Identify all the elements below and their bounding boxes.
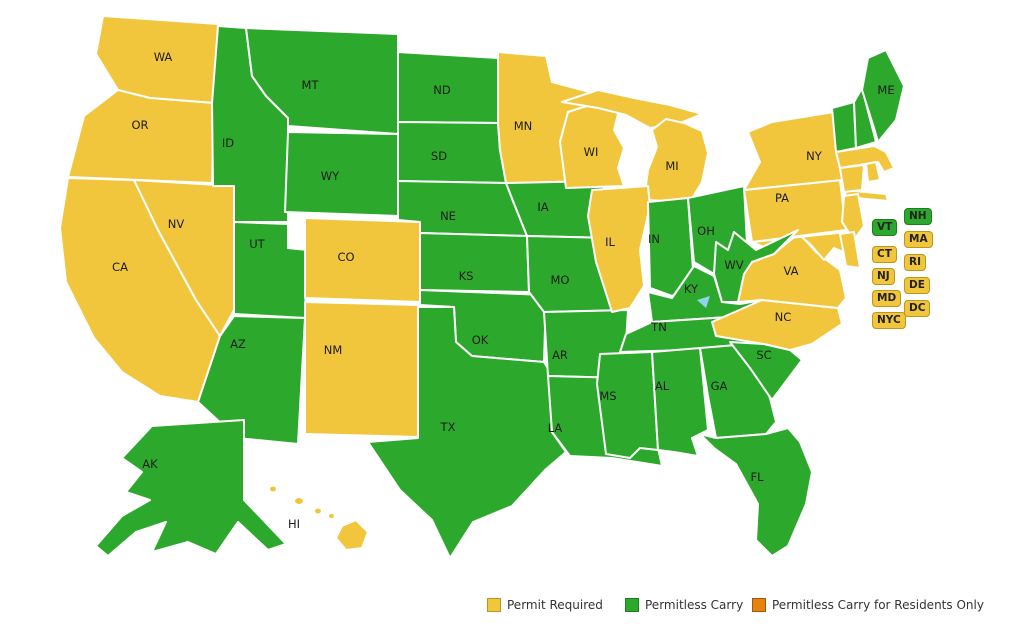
state-label-wy: WY [321,169,340,183]
state-label-nc: NC [775,310,792,324]
state-label-ga: GA [711,379,728,393]
state-label-wv: WV [724,258,743,272]
state-il[interactable] [587,185,651,313]
state-ut[interactable] [233,221,308,319]
state-ak[interactable] [95,419,287,557]
small-state-box-de[interactable]: DE [904,277,930,294]
state-label-az: AZ [230,337,246,351]
state-label-ca: CA [112,260,128,274]
state-sd[interactable] [397,121,507,184]
legend-label-permitless-residents: Permitless Carry for Residents Only [772,598,984,612]
small-state-box-nj[interactable]: NJ [872,268,895,285]
state-nm[interactable] [304,301,419,438]
state-label-oh: OH [697,224,715,238]
state-ks[interactable] [419,232,530,293]
state-label-ky: KY [684,282,699,296]
state-label-ny: NY [806,149,823,163]
state-de[interactable] [839,231,861,269]
state-hi[interactable] [268,484,278,494]
state-hi[interactable] [327,512,336,520]
state-label-nm: NM [324,343,343,357]
state-label-la: LA [548,421,563,435]
legend-item-permitless-carry: Permitless Carry [625,598,743,612]
state-label-hi: HI [288,517,300,531]
state-label-nd: ND [433,83,451,97]
state-hi[interactable] [293,496,305,506]
state-label-tn: TN [650,320,667,334]
state-label-pa: PA [775,191,789,205]
state-label-sd: SD [431,149,447,163]
state-hi[interactable] [313,506,323,516]
state-label-mn: MN [514,119,533,133]
state-label-id: ID [222,136,234,150]
state-az[interactable] [197,315,306,445]
state-tx[interactable] [367,306,567,559]
state-hi[interactable] [335,519,369,551]
state-label-mi: MI [665,159,678,173]
small-state-box-ct[interactable]: CT [872,246,897,263]
state-label-ok: OK [472,333,489,347]
state-ms[interactable] [596,351,659,459]
state-label-wi: WI [584,145,599,159]
legend-item-permitless-residents: Permitless Carry for Residents Only [752,598,984,612]
state-label-me: ME [877,83,894,97]
small-state-box-nyc[interactable]: NYC [872,312,906,329]
state-label-or: OR [131,118,148,132]
state-label-wa: WA [154,50,173,64]
state-label-nv: NV [168,217,185,231]
state-wv[interactable] [713,229,799,303]
small-state-box-dc[interactable]: DC [904,300,931,317]
legend-label-permit-required: Permit Required [507,598,603,612]
state-wy[interactable] [284,131,399,217]
state-label-in: IN [648,232,660,246]
state-label-va: VA [784,264,799,278]
state-label-ks: KS [459,269,474,283]
state-nh[interactable] [853,87,877,149]
state-label-mt: MT [302,78,320,92]
state-label-fl: FL [750,470,764,484]
state-nj[interactable] [841,193,865,241]
small-state-box-md[interactable]: MD [872,290,902,307]
legend-swatch-permitless-residents [752,598,766,612]
small-lake [697,296,710,308]
small-state-box-ma[interactable]: MA [904,231,933,248]
state-label-al: AL [655,379,670,393]
legend-item-permit-required: Permit Required [487,598,603,612]
state-al[interactable] [651,347,709,457]
state-label-ms: MS [599,389,616,403]
state-label-ar: AR [552,348,568,362]
state-me[interactable] [861,49,905,143]
state-label-tx: TX [440,420,456,434]
state-ri[interactable] [865,161,881,183]
state-label-sc: SC [756,348,771,362]
state-label-mo: MO [551,273,570,287]
state-label-ia: IA [537,200,548,214]
state-label-ak: AK [142,457,158,471]
small-state-box-ri[interactable]: RI [904,254,926,271]
state-co[interactable] [304,217,421,303]
legend-label-permitless-carry: Permitless Carry [645,598,744,612]
state-label-ut: UT [249,237,265,251]
state-fl[interactable] [699,427,813,557]
state-vt[interactable] [831,101,857,153]
state-or[interactable] [67,89,215,184]
state-label-il: IL [605,235,615,249]
small-state-box-vt[interactable]: VT [872,219,898,236]
state-mi[interactable] [643,118,709,203]
state-ny[interactable] [743,111,843,191]
state-label-co: CO [337,250,354,264]
state-ct[interactable] [839,164,865,193]
small-state-box-nh[interactable]: NH [904,208,932,225]
legend-swatch-permitless-carry [625,598,639,612]
state-ny[interactable] [844,189,889,202]
state-mt[interactable] [245,27,399,135]
legend-swatch-permit-required [487,598,501,612]
state-label-ne: NE [440,209,456,223]
